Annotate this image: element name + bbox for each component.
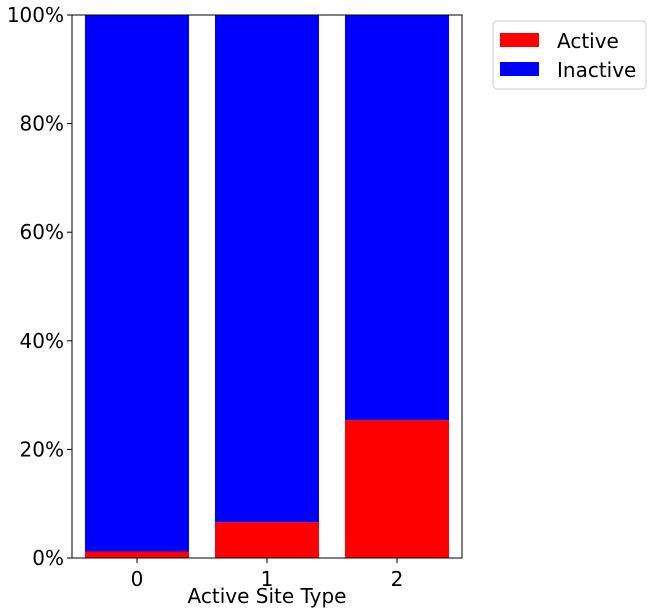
y-tick-label: 0%: [32, 546, 64, 570]
bar-layer: [85, 15, 449, 558]
y-tick-label: 40%: [20, 329, 64, 353]
legend: Active Inactive: [492, 20, 647, 90]
y-tick-label: 80%: [20, 112, 64, 136]
bar-active-0: [85, 551, 189, 558]
bar-active-1: [215, 522, 319, 558]
y-axis: 0% 20% 40% 60% 80% 100%: [7, 3, 72, 570]
legend-swatch-inactive: [500, 62, 539, 76]
y-tick-label: 100%: [7, 3, 64, 27]
x-axis: 0 1 2: [131, 558, 404, 591]
x-tick-label: 2: [391, 567, 404, 591]
x-tick-label: 1: [261, 567, 274, 591]
x-axis-label: Active Site Type: [188, 584, 347, 608]
legend-label-active: Active: [557, 29, 619, 53]
x-tick-label: 0: [131, 567, 144, 591]
legend-swatch-active: [500, 33, 539, 47]
y-tick-label: 60%: [20, 220, 64, 244]
bar-inactive-0: [85, 15, 189, 552]
bar-inactive-1: [215, 15, 319, 523]
legend-label-inactive: Inactive: [557, 58, 636, 82]
y-tick-label: 20%: [20, 437, 64, 461]
bar-active-2: [345, 420, 449, 558]
bar-inactive-2: [345, 15, 449, 421]
